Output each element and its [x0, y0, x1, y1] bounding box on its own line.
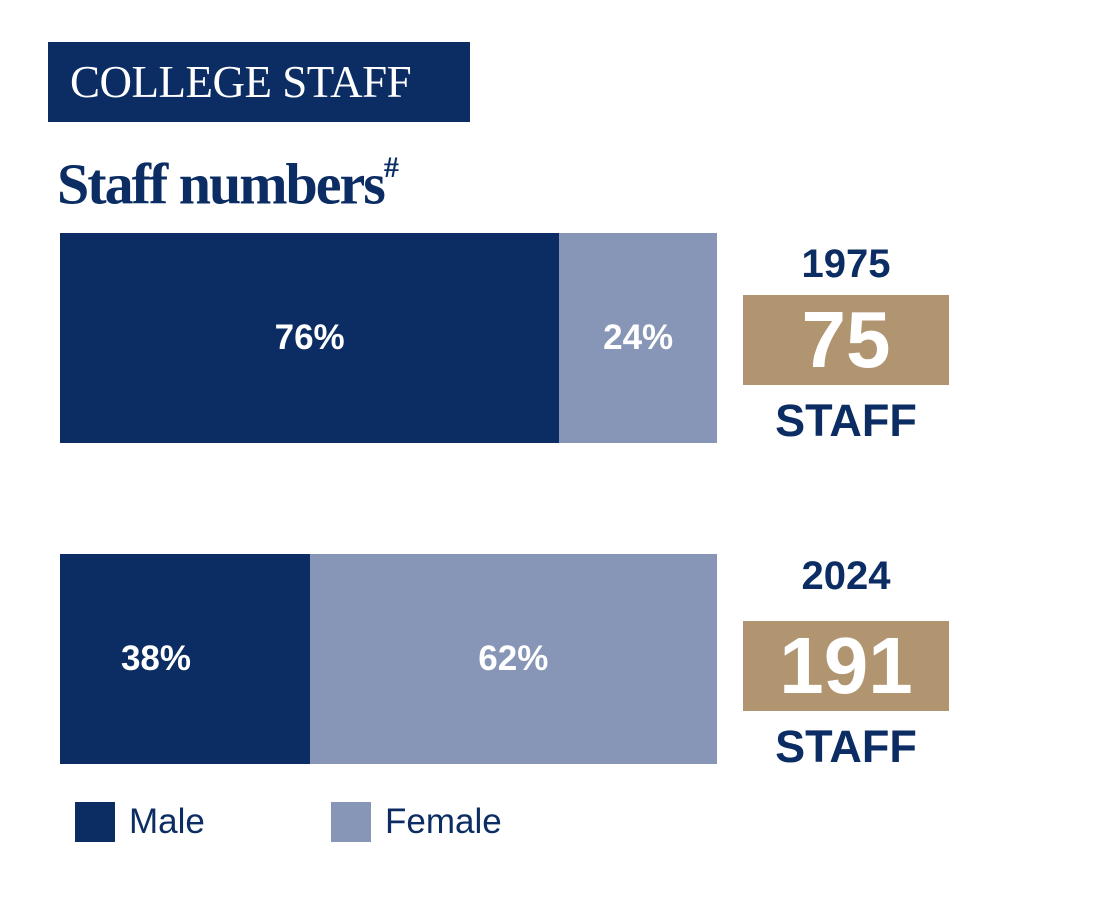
data-label-male-2024: 38%: [120, 639, 192, 678]
footnote-marker: #: [383, 151, 399, 184]
legend-item-male: Male: [75, 800, 205, 844]
data-label-male-1975: 76%: [274, 318, 345, 357]
legend-label-female: Female: [385, 802, 502, 841]
bar-segment-male-2024: 38%: [60, 554, 310, 764]
bar-row-2024: 38% 62%: [60, 554, 717, 764]
bar-segment-female-2024: 62%: [309, 554, 717, 764]
staff-count-box-1975: 75: [743, 295, 949, 385]
staff-unit-label-1975: STAFF: [775, 395, 917, 446]
year-label-2024: 2024: [801, 554, 891, 598]
data-label-female-1975: 24%: [603, 318, 674, 357]
bar-segment-female-1975: 24%: [559, 233, 717, 443]
legend-swatch-male: [75, 802, 115, 842]
bar-row-1975: 76% 24%: [60, 233, 717, 443]
bar-segment-male-1975: 76%: [60, 233, 560, 443]
chart-title-text: Staff numbers: [57, 151, 386, 217]
staff-count-box-2024: 191: [743, 621, 949, 711]
section-tag: COLLEGE STAFF: [48, 42, 470, 122]
data-label-female-2024: 62%: [478, 639, 549, 678]
legend-swatch-female: [331, 802, 371, 842]
legend-item-female: Female: [331, 800, 502, 844]
year-label-1975: 1975: [801, 242, 891, 286]
chart-title: Staff numbers#: [57, 134, 399, 224]
legend-label-male: Male: [129, 802, 205, 841]
staff-unit-label-2024: STAFF: [775, 721, 917, 772]
